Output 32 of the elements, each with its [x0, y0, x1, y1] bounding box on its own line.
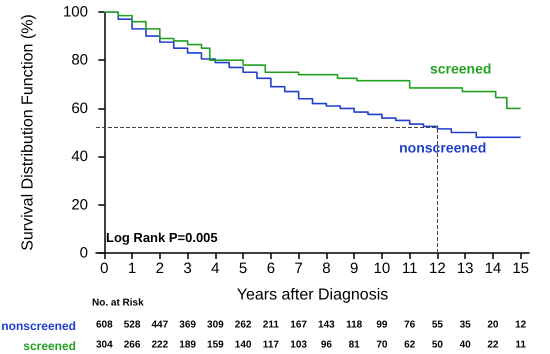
- text: screened: [23, 339, 76, 353]
- series-label: screened: [430, 60, 492, 76]
- x-tick-label: 5: [238, 260, 248, 277]
- x-tick-label: 2: [156, 260, 164, 277]
- x-tick-label: 7: [294, 260, 303, 277]
- y-tick-label: 100: [62, 4, 88, 20]
- y-tick-label: 20: [71, 196, 88, 214]
- x-tick-label: 13: [456, 260, 474, 277]
- x-tick-label: 9: [350, 260, 358, 277]
- text: 608 528 447 369 309 262 211 167 143 118 99 76 55 35 20 12: [96, 320, 526, 330]
- text: No. at Risk: [92, 298, 144, 308]
- series-label: nonscreened: [399, 139, 486, 156]
- x-tick-label: 11: [402, 260, 418, 277]
- y-tick-label: 80: [71, 52, 88, 69]
- y-tick-label: 60: [71, 100, 88, 117]
- x-tick-label: 3: [183, 260, 192, 277]
- y-axis-title: Survival Distribution Function (%): [20, 14, 36, 251]
- x-tick-label: 6: [266, 260, 276, 277]
- x-tick-label: 4: [211, 260, 220, 277]
- x-tick-label: 0: [100, 260, 108, 277]
- x-tick-label: 10: [374, 260, 390, 277]
- y-tick-label: 0: [80, 244, 88, 262]
- text: nonscreened: [1, 319, 76, 333]
- text: 304 266 222 189 159 140 117 103 96 81 70 62 50 40 22 11: [96, 340, 526, 350]
- x-axis-title: Years after Diagnosis: [236, 286, 388, 304]
- y-tick-label: 40: [71, 148, 88, 166]
- x-tick-label: 8: [322, 260, 331, 277]
- annotation: Log Rank P=0.005: [106, 230, 218, 245]
- x-tick-label: 1: [128, 260, 136, 277]
- x-tick-label: 14: [484, 260, 502, 277]
- x-tick-label: 15: [512, 260, 530, 277]
- x-tick-label: 12: [429, 260, 446, 277]
